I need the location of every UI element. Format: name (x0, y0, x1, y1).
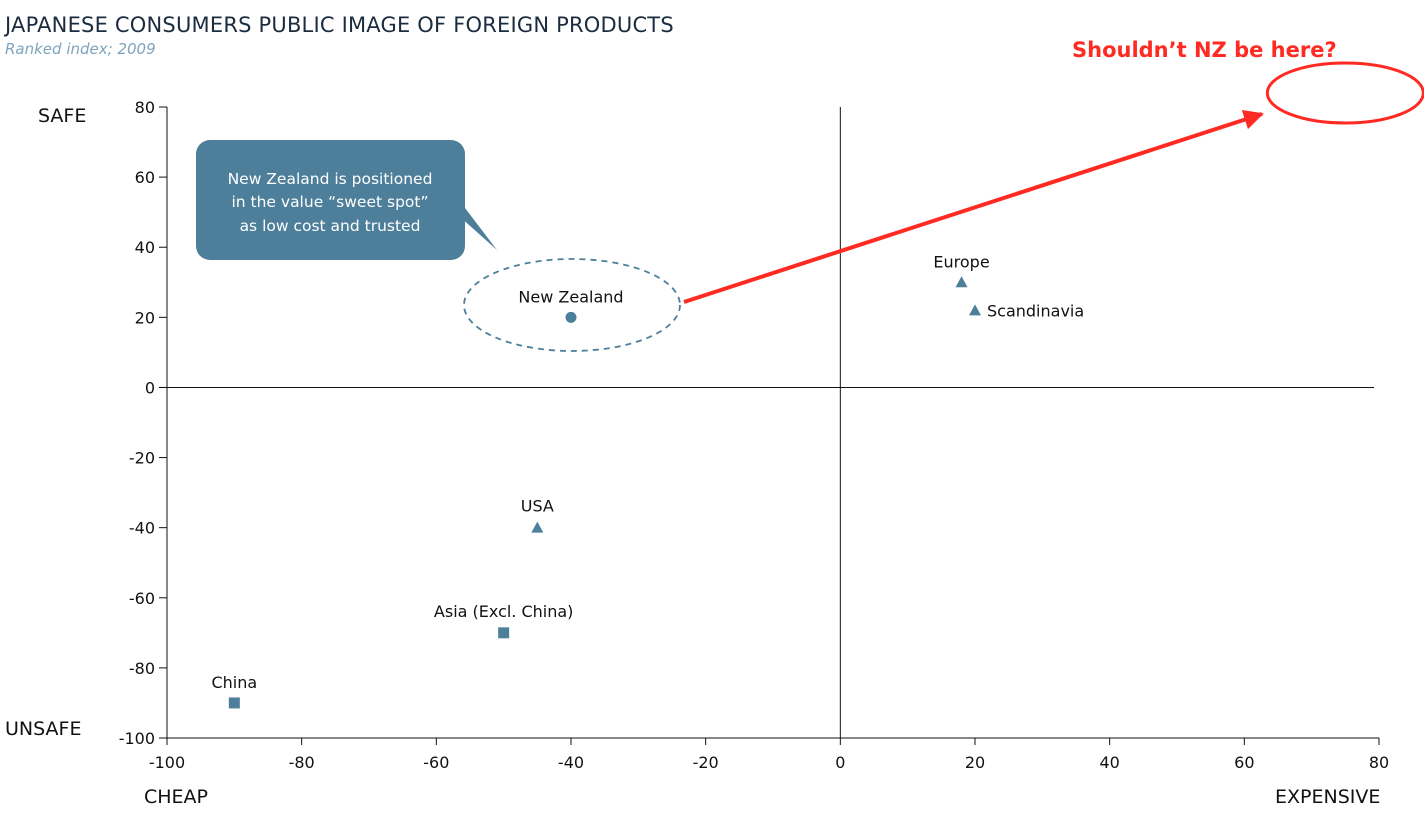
callout-line-3: as low cost and trusted (240, 217, 421, 235)
point-europe (955, 276, 968, 288)
y-tick-label: -80 (129, 659, 155, 678)
callout-line-2: in the value “sweet spot” (231, 193, 428, 211)
axes (159, 106, 1380, 745)
annotation-arrow (683, 110, 1264, 304)
quadrant-label-safe: SAFE (38, 105, 86, 127)
callout-line-1: New Zealand is positioned (228, 170, 433, 188)
point-new-zealand (565, 311, 577, 323)
y-tick-label: 0 (145, 378, 155, 397)
quadrant-label-expensive: EXPENSIVE (1275, 786, 1380, 808)
chart-subtitle: Ranked index; 2009 (5, 40, 156, 58)
x-tick-label: 0 (835, 753, 845, 772)
y-tick-label: -20 (129, 449, 155, 468)
y-tick-label: 20 (135, 308, 155, 327)
point-label-scandinavia: Scandinavia (987, 301, 1084, 320)
point-label-new-zealand: New Zealand (518, 287, 623, 306)
point-scandinavia (969, 304, 981, 316)
y-tick-label: -40 (129, 519, 155, 538)
callout-bubble: New Zealand is positioned in the value “… (196, 140, 497, 260)
nz-highlight-ellipse (463, 258, 681, 352)
y-tick-label: -60 (129, 589, 155, 608)
point-asia-excl-china (498, 627, 510, 639)
quadrant-label-unsafe: UNSAFE (5, 718, 81, 740)
point-label-china: China (211, 673, 257, 692)
y-tick-label: -100 (119, 729, 155, 748)
data-points: New Zealand Europe Scandinavia USA Asia (Exc… (211, 252, 1084, 709)
y-tick-label: 80 (135, 98, 155, 117)
point-label-asia-excl-china: Asia (Excl. China) (434, 602, 574, 621)
quadrant-label-cheap: CHEAP (144, 786, 208, 808)
point-usa (531, 521, 544, 533)
callout-pointer (450, 208, 497, 250)
x-tick-label: 80 (1369, 753, 1389, 772)
y-tick-label: 60 (135, 168, 155, 187)
x-tick-label: -60 (423, 753, 449, 772)
x-tick-label: 60 (1234, 753, 1254, 772)
annotation-target-ellipse (1265, 61, 1424, 125)
x-tick-label: 20 (965, 753, 985, 772)
tick-labels: 80 60 40 20 0 -20 -40 -60 -80 -100 -100 -80 -60 -40 -2… (119, 98, 1389, 772)
x-tick-label: -40 (558, 753, 584, 772)
callout-box (196, 140, 465, 260)
point-china (228, 697, 240, 709)
annotation-text: Shouldn’t NZ be here? (1072, 38, 1337, 62)
point-label-europe: Europe (933, 252, 989, 271)
x-tick-label: -20 (693, 753, 719, 772)
x-tick-label: -80 (289, 753, 315, 772)
chart-title: JAPANESE CONSUMERS PUBLIC IMAGE OF FOREI… (3, 13, 674, 37)
x-tick-label: 40 (1099, 753, 1119, 772)
x-tick-label: -100 (149, 753, 185, 772)
point-label-usa: USA (521, 497, 554, 516)
y-tick-label: 40 (135, 238, 155, 257)
